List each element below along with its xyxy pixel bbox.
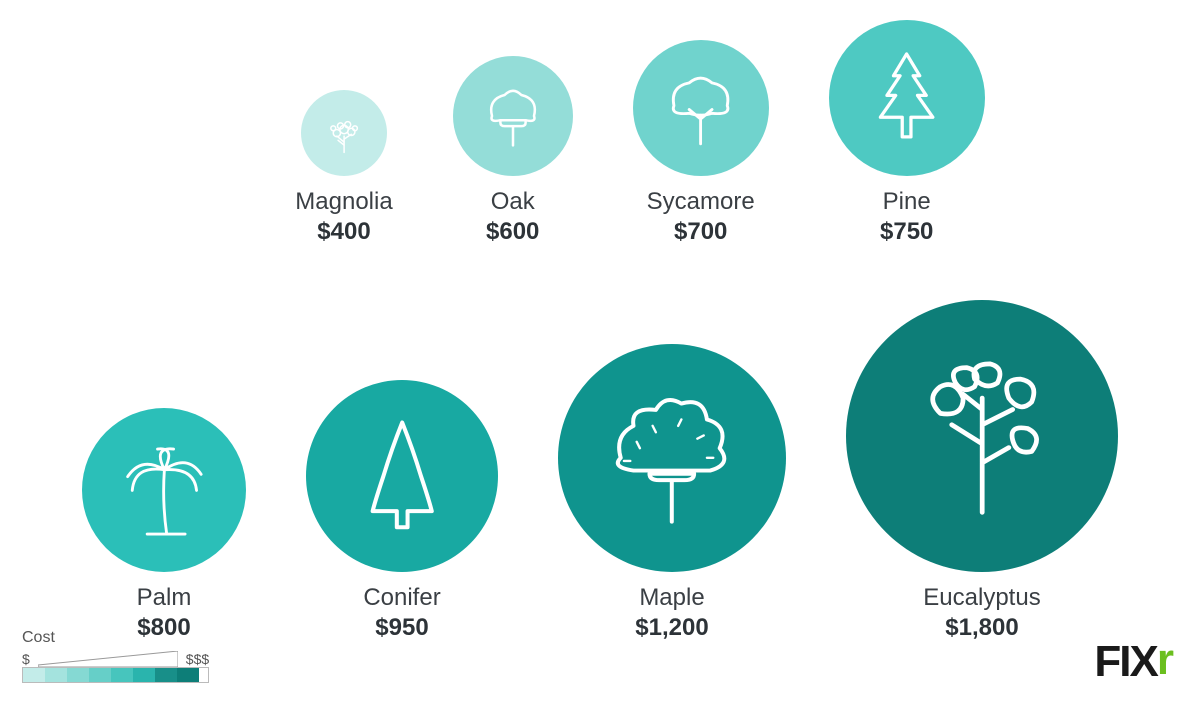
tree-item-palm: Palm $800 [82, 408, 246, 642]
tree-item-magnolia: Magnolia $400 [295, 90, 392, 246]
tree-name: Maple [639, 584, 704, 612]
tree-circle-sycamore [633, 40, 769, 176]
tree-cost: $750 [880, 218, 933, 246]
tree-name: Pine [883, 188, 931, 216]
tree-name: Palm [137, 584, 192, 612]
tree-cost: $400 [317, 218, 370, 246]
tree-name: Sycamore [647, 188, 755, 216]
tree-circle-conifer [306, 380, 498, 572]
legend-step [177, 668, 199, 682]
tree-item-sycamore: Sycamore $700 [633, 40, 769, 246]
tree-cost: $1,800 [945, 614, 1018, 642]
tree-name: Oak [491, 188, 535, 216]
logo-text: FIX [1094, 637, 1156, 686]
tree-cost: $1,200 [635, 614, 708, 642]
legend-step [133, 668, 155, 682]
tree-item-eucalyptus: Eucalyptus $1,800 [846, 300, 1118, 642]
tree-row-2: Palm $800 Conifer $950 Maple $1,200 [0, 300, 1200, 642]
logo-accent: r [1157, 635, 1172, 685]
tree-name: Magnolia [295, 188, 392, 216]
tree-item-pine: Pine $750 [829, 20, 985, 246]
tree-row-1: Magnolia $400 Oak $600 Sycamore $700 [0, 20, 1200, 246]
tree-cost: $950 [375, 614, 428, 642]
legend-step [67, 668, 89, 682]
legend-step [89, 668, 111, 682]
legend-step [45, 668, 67, 682]
tree-circle-palm [82, 408, 246, 572]
tree-name: Conifer [363, 584, 440, 612]
tree-name: Eucalyptus [923, 584, 1040, 612]
tree-circle-eucalyptus [846, 300, 1118, 572]
legend-gradient [22, 667, 209, 683]
sycamore-icon [653, 60, 748, 155]
tree-cost: $700 [674, 218, 727, 246]
pine-icon [852, 43, 961, 152]
palm-icon [107, 433, 222, 548]
maple-icon [592, 378, 752, 538]
legend-step [111, 668, 133, 682]
tree-item-oak: Oak $600 [453, 56, 573, 246]
magnolia-icon [314, 103, 374, 163]
legend-step [23, 668, 45, 682]
tree-item-maple: Maple $1,200 [558, 344, 786, 642]
legend-wedge-icon [38, 651, 178, 667]
tree-cost: $600 [486, 218, 539, 246]
tree-circle-pine [829, 20, 985, 176]
eucalyptus-icon [887, 341, 1077, 531]
cost-legend: Cost $ $$$ [22, 629, 209, 683]
legend-step [155, 668, 177, 682]
tree-circle-maple [558, 344, 786, 572]
legend-high: $$$ [186, 651, 209, 667]
tree-circle-oak [453, 56, 573, 176]
oak-icon [471, 74, 555, 158]
tree-circle-magnolia [301, 90, 387, 176]
legend-low: $ [22, 651, 30, 667]
fixr-logo: FIXr [1094, 637, 1172, 687]
legend-title: Cost [22, 629, 209, 647]
tree-item-conifer: Conifer $950 [306, 380, 498, 642]
conifer-icon [335, 409, 469, 543]
